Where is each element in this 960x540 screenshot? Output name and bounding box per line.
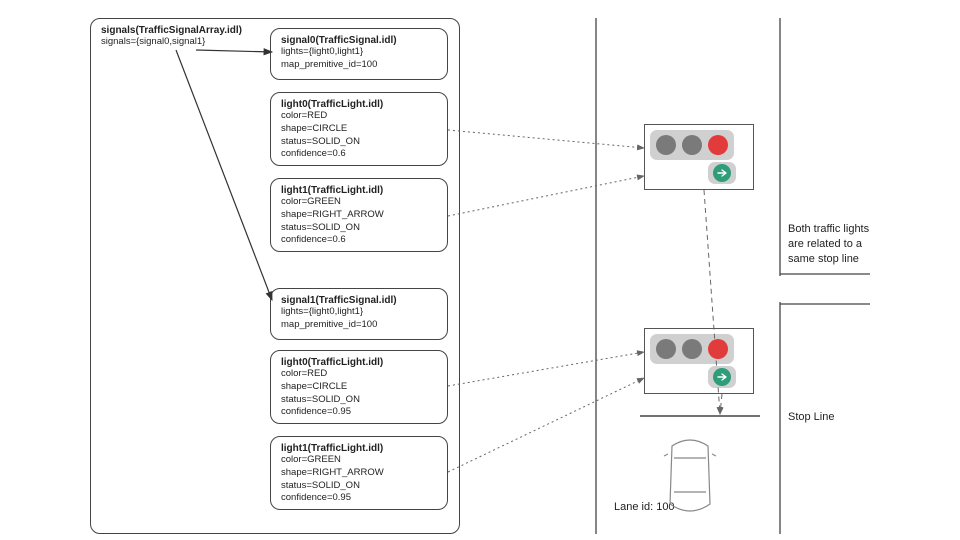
s0l0-l3: confidence=0.6 <box>281 148 437 161</box>
road-lines <box>596 18 870 534</box>
signal0-title: signal0(TrafficSignal.idl) <box>281 35 437 46</box>
traffic-light-a-arrow-housing <box>708 162 736 184</box>
traffic-light-a-housing <box>650 130 734 160</box>
s1l1-l1: shape=RIGHT_ARROW <box>281 467 437 480</box>
s0l0-l2: status=SOLID_ON <box>281 136 437 149</box>
signal0-box: signal0(TrafficSignal.idl) lights={light… <box>270 28 448 80</box>
s0l1-l1: shape=RIGHT_ARROW <box>281 209 437 222</box>
s1l0-title: light0(TrafficLight.idl) <box>281 357 437 368</box>
signal1-line1: map_premitive_id=100 <box>281 319 437 332</box>
signal1-light0-box: light0(TrafficLight.idl) color=RED shape… <box>270 350 448 424</box>
s1l0-l2: status=SOLID_ON <box>281 394 437 407</box>
signal1-box: signal1(TrafficSignal.idl) lights={light… <box>270 288 448 340</box>
s0l1-l2: status=SOLID_ON <box>281 222 437 235</box>
signal0-light0-box: light0(TrafficLight.idl) color=RED shape… <box>270 92 448 166</box>
stop-line-label: Stop Line <box>788 410 834 425</box>
traffic-light-b-housing <box>650 334 734 364</box>
signal1-light1-box: light1(TrafficLight.idl) color=GREEN sha… <box>270 436 448 510</box>
s1l0-l1: shape=CIRCLE <box>281 381 437 394</box>
signal0-line0: lights={light0,light1} <box>281 46 437 59</box>
both-lights-note: Both traffic lightsare related to asame … <box>788 222 869 267</box>
s1l1-l0: color=GREEN <box>281 454 437 467</box>
s0l0-l0: color=RED <box>281 110 437 123</box>
s0l1-title: light1(TrafficLight.idl) <box>281 185 437 196</box>
s1l1-title: light1(TrafficLight.idl) <box>281 443 437 454</box>
s0l1-l3: confidence=0.6 <box>281 234 437 247</box>
s1l0-l3: confidence=0.95 <box>281 406 437 419</box>
s0l0-title: light0(TrafficLight.idl) <box>281 99 437 110</box>
s0l0-l1: shape=CIRCLE <box>281 123 437 136</box>
traffic-light-b-arrow-housing <box>708 366 736 388</box>
signal1-title: signal1(TrafficSignal.idl) <box>281 295 437 306</box>
s1l1-l2: status=SOLID_ON <box>281 480 437 493</box>
lane-id-label: Lane id: 100 <box>614 500 675 515</box>
s1l1-l3: confidence=0.95 <box>281 492 437 505</box>
s1l0-l0: color=RED <box>281 368 437 381</box>
signal0-line1: map_premitive_id=100 <box>281 59 437 72</box>
signal1-line0: lights={light0,light1} <box>281 306 437 319</box>
dotted-arrows <box>448 130 644 472</box>
signal0-light1-box: light1(TrafficLight.idl) color=GREEN sha… <box>270 178 448 252</box>
s0l1-l0: color=GREEN <box>281 196 437 209</box>
